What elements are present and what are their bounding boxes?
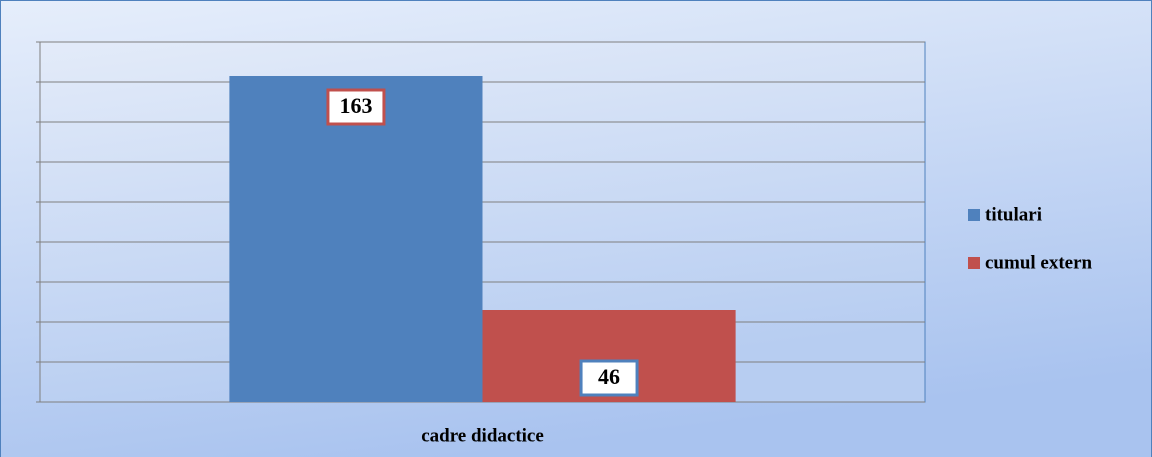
data-label-box — [326, 88, 386, 126]
x-tick-label: cadre didactice — [421, 425, 544, 446]
legend-label: titulari — [985, 204, 1042, 225]
legend-label: cumul extern — [985, 252, 1093, 273]
data-label: 46 — [598, 364, 620, 389]
legend-swatch — [968, 209, 980, 221]
data-label: 163 — [339, 93, 372, 118]
legend-swatch — [968, 257, 980, 269]
data-label-box — [579, 359, 639, 397]
bar — [229, 76, 483, 402]
